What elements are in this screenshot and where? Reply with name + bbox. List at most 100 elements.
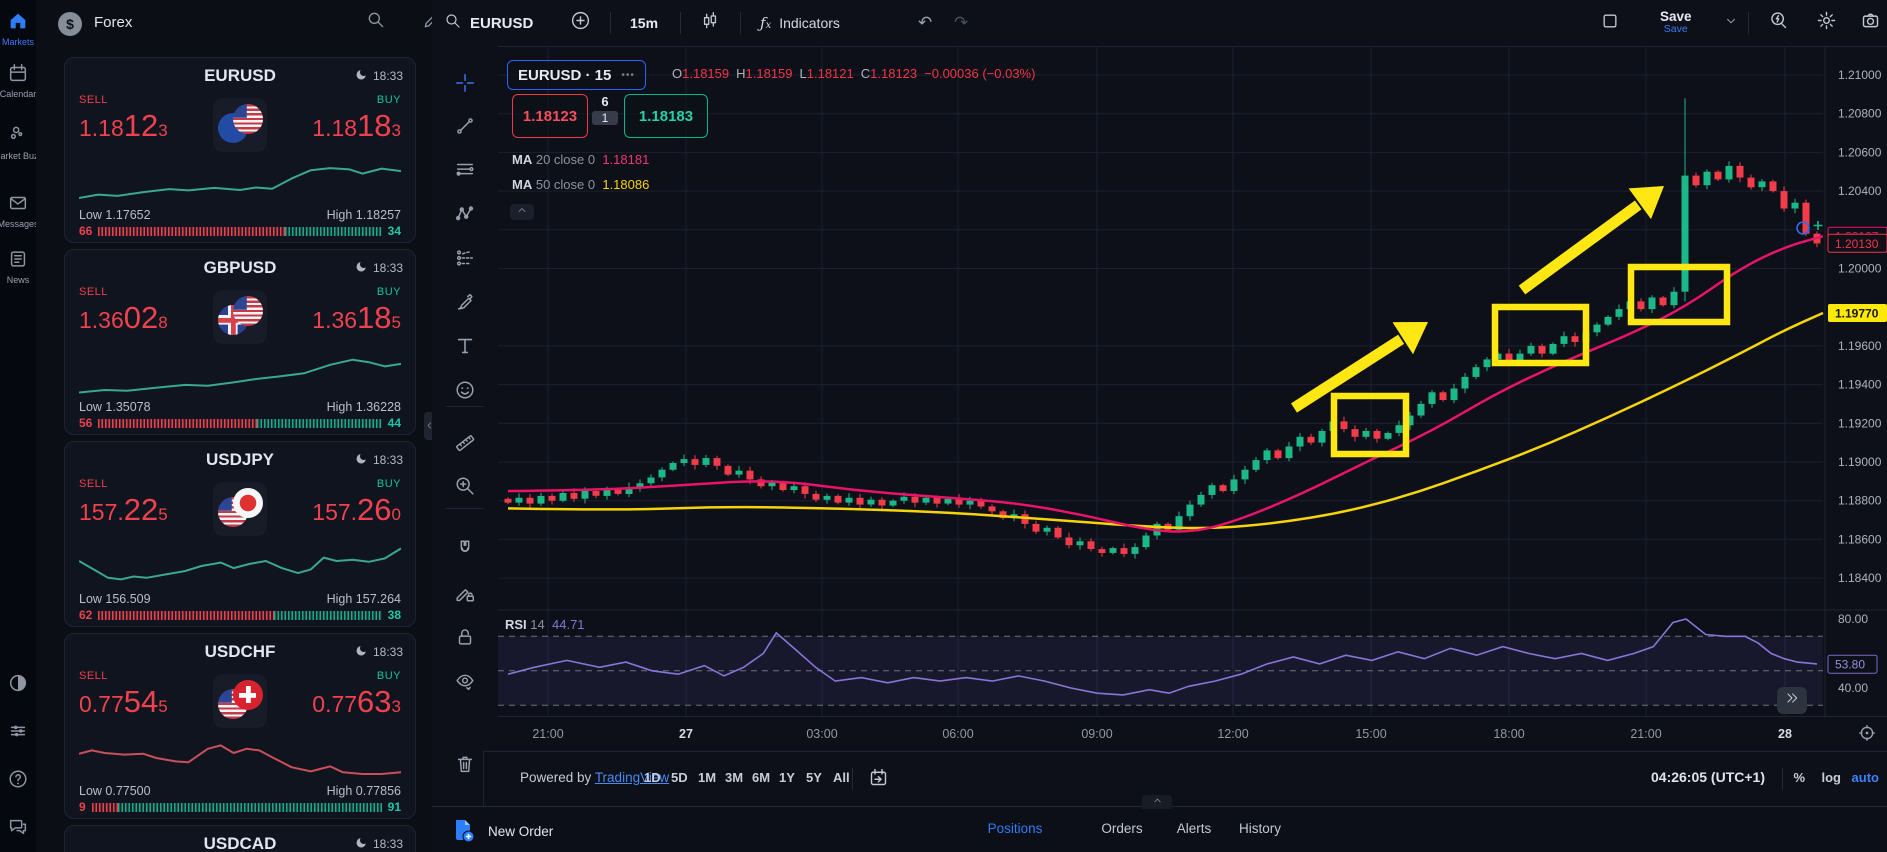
expand-bottom-panel-handle[interactable] <box>1142 795 1172 809</box>
watchlist-tile-eurusd[interactable]: EURUSD 18:33 SELL BUY 1.18123 1.18183 Low 1.17… <box>64 57 416 243</box>
tile-low: Low 156.509 <box>79 592 151 606</box>
sidebar-item-messages[interactable]: Messages <box>0 192 39 229</box>
new-order-button[interactable]: New Order <box>488 824 554 839</box>
sell-order-button[interactable]: 1.18123 <box>512 94 588 138</box>
range-button-5y[interactable]: 5Y <box>806 770 822 785</box>
range-button-1y[interactable]: 1Y <box>779 770 795 785</box>
snapshot-button[interactable] <box>1860 0 1881 46</box>
sidebar-tool-contrast-icon[interactable] <box>0 672 36 699</box>
go-to-date-icon[interactable] <box>868 767 889 793</box>
quick-search-button[interactable] <box>1768 0 1789 46</box>
sidebar-tool-help-icon[interactable] <box>0 768 36 795</box>
new-order-icon[interactable] <box>450 817 476 843</box>
emoji-tool[interactable] <box>454 379 476 401</box>
sidebar-tool-chat-icon[interactable] <box>0 816 36 843</box>
lock-all-drawings-tool[interactable] <box>454 626 476 648</box>
ma20-legend[interactable]: MA 20 close 0 1.18181 <box>512 152 650 167</box>
buy-price-button[interactable]: 157.260 <box>312 492 401 527</box>
sidebar-item-markets[interactable]: Markets <box>0 10 36 47</box>
sidebar-tool-sliders-icon[interactable] <box>0 720 36 747</box>
auto-scale-button[interactable]: auto <box>1851 770 1879 785</box>
watchlist-tile-usdcad[interactable]: USDCAD 18:33 <box>64 825 416 852</box>
symbol-search-button[interactable]: EURUSD <box>444 0 533 46</box>
buy-order-button[interactable]: 1.18183 <box>624 94 708 138</box>
candle <box>1087 541 1095 549</box>
tab-alerts[interactable]: Alerts <box>1176 821 1212 836</box>
interval-button[interactable]: 15m <box>630 15 659 31</box>
ruler-tool[interactable] <box>454 431 476 453</box>
watchlist-tile-usdjpy[interactable]: USDJPY 18:33 SELL BUY 157.225 157.260 Low 156.… <box>64 441 416 627</box>
price-chart[interactable]: 1.21000 1.20800 1.20600 1.20400 1.20000 1.196… <box>498 46 1887 716</box>
save-menu-button[interactable] <box>1724 0 1738 46</box>
sidebar-item-market-buzz[interactable]: Market Buzz <box>0 124 43 161</box>
timezone-icon[interactable] <box>1857 723 1877 748</box>
clock[interactable]: 04:26:05 (UTC+1) <box>1651 769 1765 785</box>
text-tool[interactable] <box>454 335 476 357</box>
range-button-all[interactable]: All <box>833 770 850 785</box>
buy-price-button[interactable]: 0.77633 <box>312 684 401 719</box>
range-button-6m[interactable]: 6M <box>752 770 771 785</box>
chart-pane[interactable]: 1.21000 1.20800 1.20600 1.20400 1.20000 1.196… <box>498 46 1887 716</box>
stay-drawing-mode-tool[interactable] <box>454 582 476 604</box>
search-icon[interactable] <box>366 10 386 35</box>
compare-button[interactable] <box>570 0 591 46</box>
spread-indicator: 6 1 <box>592 94 618 125</box>
legend-collapse-button[interactable] <box>510 204 534 220</box>
layout-button[interactable] <box>1600 0 1620 46</box>
annotation-box[interactable] <box>1491 303 1590 367</box>
time-axis-label: 15:00 <box>1355 727 1387 741</box>
sidebar-item-calendar[interactable]: Calendar <box>0 62 36 99</box>
watchlist-tile-gbpusd[interactable]: GBPUSD 18:33 SELL BUY 1.36028 1.36185 Low 1.35… <box>64 249 416 435</box>
log-scale-button[interactable]: log <box>1821 770 1842 785</box>
fib-retracement-tool[interactable] <box>454 159 476 181</box>
buy-price-button[interactable]: 1.18183 <box>312 108 401 143</box>
time-axis[interactable]: 21:00 27 03:00 06:00 09:00 12:00 15:00 18:00 21:… <box>498 716 1887 752</box>
undo-button[interactable]: ↶ <box>918 0 932 46</box>
forecast-tool[interactable] <box>454 247 476 269</box>
tab-orders[interactable]: Orders <box>1101 821 1143 836</box>
percent-scale-button[interactable]: % <box>1793 770 1805 785</box>
range-button-1d[interactable]: 1D <box>644 770 661 785</box>
sell-price-button[interactable]: 157.225 <box>79 492 168 527</box>
brush-tool[interactable] <box>454 291 476 313</box>
crosshair-tool[interactable] <box>454 72 476 94</box>
hide-all-drawings-tool[interactable] <box>454 670 476 692</box>
scroll-to-recent-button[interactable] <box>1777 687 1807 714</box>
xabcd-pattern-tool[interactable] <box>454 203 476 225</box>
legend-symbol[interactable]: EURUSD · 15 ••• <box>507 60 646 90</box>
tab-history[interactable]: History <box>1238 821 1282 836</box>
chart-settings-button[interactable] <box>1816 0 1837 46</box>
rsi-legend[interactable]: RSI 14 44.71 <box>505 617 585 632</box>
watchlist-tile-usdchf[interactable]: USDCHF 18:33 SELL BUY 0.77545 0.77633 Low 0.77… <box>64 633 416 819</box>
remove-all-drawings-tool[interactable] <box>454 753 476 775</box>
range-button-1m[interactable]: 1M <box>698 770 717 785</box>
redo-button[interactable]: ↷ <box>954 0 968 46</box>
sell-price-button[interactable]: 1.36028 <box>79 300 168 335</box>
indicators-button[interactable]: ƒx Indicators <box>760 14 840 32</box>
trend-line-tool[interactable] <box>454 115 476 137</box>
dollar-coin-icon: $ <box>58 12 82 36</box>
tab-positions[interactable]: Positions <box>987 821 1043 836</box>
candle <box>900 496 908 501</box>
moon-icon <box>355 260 368 276</box>
zoom-in-tool[interactable] <box>454 475 476 497</box>
candle <box>801 486 809 494</box>
save-button[interactable]: Save Save <box>1660 9 1692 35</box>
tradingview-link[interactable]: TradingView <box>594 770 670 785</box>
gear-icon <box>1816 10 1837 36</box>
sell-price-button[interactable]: 0.77545 <box>79 684 168 719</box>
annotation-box[interactable] <box>1627 263 1731 326</box>
watchlist-category[interactable]: Forex <box>94 14 133 31</box>
buy-price-button[interactable]: 1.36185 <box>312 300 401 335</box>
collapse-watchlist-handle[interactable] <box>424 412 434 440</box>
range-button-3m[interactable]: 3M <box>725 770 744 785</box>
range-button-5d[interactable]: 5D <box>671 770 688 785</box>
chart-style-button[interactable] <box>700 0 720 46</box>
legend-menu-dots[interactable]: ••• <box>621 69 635 81</box>
annotation-box[interactable] <box>1330 392 1410 458</box>
sidebar-item-news[interactable]: News <box>0 248 36 285</box>
ma50-legend[interactable]: MA 50 close 0 1.18086 <box>512 177 650 192</box>
price-axis-label: 1.19200 <box>1838 416 1882 430</box>
sell-price-button[interactable]: 1.18123 <box>79 108 168 143</box>
magnet-tool[interactable] <box>454 538 476 560</box>
